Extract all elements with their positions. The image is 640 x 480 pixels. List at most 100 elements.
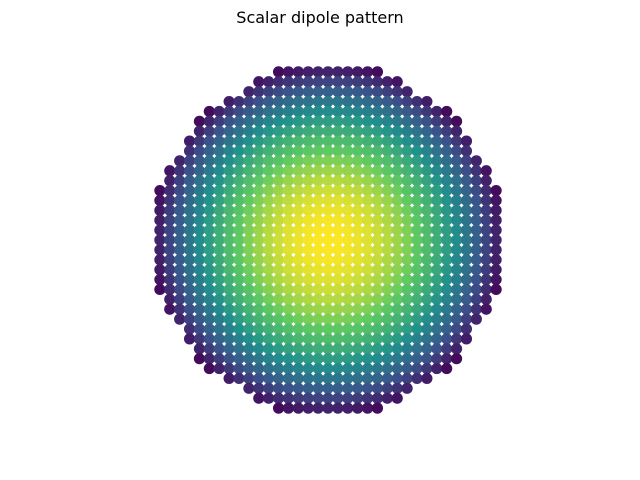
scatter-point — [154, 204, 166, 216]
scatter-point — [332, 283, 344, 296]
scatter-point — [282, 323, 295, 335]
scatter-point — [263, 115, 275, 127]
scatter-point — [411, 244, 423, 256]
scatter-point — [223, 323, 235, 335]
scatter-point — [332, 353, 344, 365]
scatter-point — [381, 382, 393, 394]
scatter-point — [243, 333, 255, 345]
scatter-point — [421, 95, 433, 108]
scatter-point — [361, 175, 374, 187]
scatter-point — [352, 66, 364, 78]
scatter-point — [411, 224, 423, 236]
scatter-point — [272, 155, 285, 167]
scatter-point — [352, 283, 364, 296]
scatter-point — [282, 125, 295, 137]
scatter-point — [312, 392, 324, 404]
scatter-point — [292, 313, 304, 325]
scatter-point — [263, 303, 275, 315]
scatter-point — [450, 264, 463, 276]
scatter-point — [164, 254, 176, 266]
scatter-point — [490, 234, 502, 246]
scatter-point — [292, 273, 304, 286]
scatter-point — [391, 313, 403, 325]
scatter-point — [174, 194, 186, 207]
scatter-point — [411, 145, 423, 157]
scatter-point — [391, 155, 403, 167]
scatter-point — [292, 155, 304, 167]
scatter-point — [332, 392, 344, 404]
scatter-point — [352, 372, 364, 385]
scatter-point — [174, 224, 186, 236]
scatter-point — [411, 175, 423, 187]
scatter-point — [371, 283, 384, 296]
scatter-point — [401, 115, 413, 127]
scatter-point — [441, 283, 453, 296]
scatter-point — [401, 145, 413, 157]
scatter-point — [401, 254, 413, 266]
scatter-point — [441, 273, 453, 286]
scatter-point — [203, 313, 215, 325]
scatter-point — [243, 313, 255, 325]
scatter-point — [223, 135, 235, 147]
scatter-point — [391, 392, 403, 404]
scatter-point — [342, 194, 354, 207]
scatter-point — [332, 155, 344, 167]
scatter-point — [371, 382, 384, 394]
scatter-point — [243, 184, 255, 197]
scatter-point — [243, 86, 255, 98]
scatter-point — [243, 145, 255, 157]
scatter-point — [233, 135, 245, 147]
scatter-point — [450, 353, 463, 365]
scatter-point — [272, 165, 285, 177]
scatter-point — [302, 392, 314, 404]
scatter-point — [183, 234, 196, 246]
scatter-point — [342, 313, 354, 325]
scatter-point — [441, 184, 453, 197]
scatter-point — [282, 194, 295, 207]
scatter-point — [183, 273, 196, 286]
scatter-point — [312, 135, 324, 147]
scatter-point — [361, 283, 374, 296]
scatter-point — [164, 244, 176, 256]
scatter-point — [263, 293, 275, 305]
scatter-point — [401, 382, 413, 394]
scatter-point — [401, 323, 413, 335]
scatter-point — [174, 184, 186, 197]
scatter-point — [361, 323, 374, 335]
scatter-point — [243, 382, 255, 394]
scatter-point — [193, 353, 206, 365]
scatter-point — [411, 372, 423, 385]
scatter-point — [332, 333, 344, 345]
scatter-point — [263, 333, 275, 345]
scatter-point — [352, 165, 364, 177]
scatter-point — [282, 244, 295, 256]
scatter-point — [213, 343, 225, 355]
scatter-point — [223, 125, 235, 137]
scatter-point — [441, 204, 453, 216]
scatter-point — [193, 234, 206, 246]
scatter-point — [282, 254, 295, 266]
scatter-point — [213, 273, 225, 286]
scatter-point — [421, 244, 433, 256]
scatter-point — [441, 313, 453, 325]
scatter-point — [332, 194, 344, 207]
scatter-point — [332, 313, 344, 325]
scatter-point — [322, 115, 334, 127]
scatter-point — [164, 194, 176, 207]
scatter-point — [233, 145, 245, 157]
scatter-point — [243, 204, 255, 216]
scatter-point — [193, 283, 206, 296]
scatter-point — [342, 95, 354, 108]
scatter-point — [371, 254, 384, 266]
scatter-point — [332, 135, 344, 147]
scatter-point — [193, 313, 206, 325]
scatter-point — [421, 254, 433, 266]
scatter-point — [223, 184, 235, 197]
scatter-point — [282, 283, 295, 296]
scatter-point — [312, 402, 324, 414]
scatter-point — [302, 86, 314, 98]
scatter-point — [352, 244, 364, 256]
scatter-point — [421, 125, 433, 137]
scatter-point — [371, 204, 384, 216]
scatter-point — [401, 95, 413, 108]
